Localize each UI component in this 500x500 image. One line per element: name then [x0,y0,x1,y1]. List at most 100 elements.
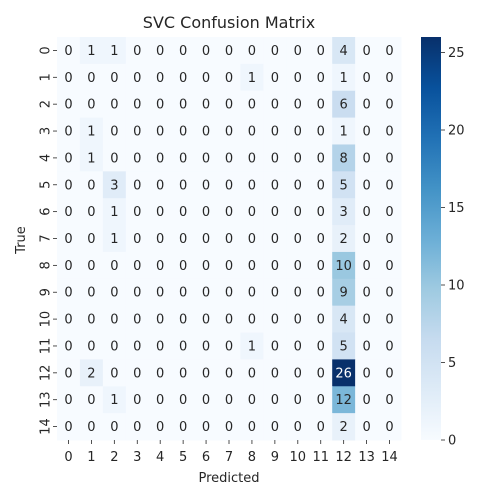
heatmap-cell [148,171,173,199]
x-tick-label: 9 [271,450,279,465]
heatmap-cell [263,37,287,65]
cell-value-label: 0 [156,205,164,220]
heatmap-cell [355,386,379,414]
heatmap-cell [217,278,241,307]
cell-value-label: 0 [317,44,325,59]
cell-value-label: 0 [271,205,279,220]
cell-value-label: 0 [385,313,393,328]
cell-value-label: 0 [385,366,393,381]
cell-value-label: 0 [87,259,95,274]
heatmap-cell [240,225,264,253]
heatmap-cell [102,171,127,199]
heatmap-cell [286,359,310,387]
heatmap-cell [355,63,379,92]
heatmap-cell [378,251,402,280]
heatmap-cell [309,386,333,414]
cell-value-label: 0 [362,339,370,354]
cell-value-label: 0 [362,259,370,274]
cell-value-label: 0 [385,232,393,247]
cell-value-label: 0 [271,366,279,381]
heatmap-cell [240,144,264,172]
y-tick-label: 4 [39,154,54,162]
cell-value-label: 0 [202,313,210,328]
heatmap-cell [217,305,241,334]
heatmap-cell [332,251,356,280]
heatmap-cell [171,278,196,307]
heatmap-cell [263,251,287,280]
cell-value-label: 0 [179,71,187,86]
heatmap-cell [332,413,356,441]
cell-value-label: 1 [248,339,256,354]
heatmap-cell [102,37,127,65]
heatmap-cell [57,63,81,92]
cell-value-label: 0 [385,151,393,166]
cell-value-label: 0 [202,339,210,354]
cell-value-label: 5 [340,178,348,193]
heatmap-cell [171,225,196,253]
heatmap-cell [240,90,264,119]
heatmap-cell [79,305,104,334]
cell-value-label: 0 [248,420,256,435]
heatmap-cell [263,225,287,253]
heatmap-cell [125,117,150,145]
heatmap-cell [171,413,196,441]
cell-value-label: 0 [202,393,210,408]
heatmap-cell [125,37,150,65]
cell-value-label: 0 [179,393,187,408]
y-tick-label: 14 [39,418,54,435]
cell-value-label: 0 [156,44,164,59]
heatmap-cell [57,305,81,334]
cell-value-label: 0 [156,420,164,435]
heatmap-cell [171,171,196,199]
heatmap-cell [286,198,310,226]
heatmap-cell [57,144,81,172]
heatmap-cell [378,386,402,414]
cell-value-label: 0 [202,178,210,193]
heatmap-cell [332,198,356,226]
heatmap-cell [355,251,379,280]
heatmap-cell [171,332,196,360]
heatmap-cell [57,90,81,119]
cell-value-label: 0 [133,71,141,86]
cell-value-label: 1 [87,151,95,166]
cell-value-label: 0 [294,151,302,166]
cell-value-label: 2 [87,366,95,381]
heatmap-cell [125,251,150,280]
heatmap-cell [286,144,310,172]
cell-value-label: 0 [179,366,187,381]
cell-value-label: 1 [340,125,348,140]
heatmap-cell [102,386,127,414]
cell-value-label: 0 [248,151,256,166]
cell-value-label: 0 [133,339,141,354]
cell-value-label: 0 [385,98,393,113]
heatmap-cell [125,359,150,387]
heatmap-cell [355,117,379,145]
cell-value-label: 0 [225,98,233,113]
colorbar-ticks: 0 5 10 15 20 25 [441,46,465,449]
y-tick-label: 1 [39,73,54,81]
cell-value-label: 0 [294,393,302,408]
cell-value-label: 0 [385,286,393,301]
cell-value-label: 0 [156,313,164,328]
y-tick-label: 11 [39,338,54,355]
cell-value-label: 1 [110,205,118,220]
cell-value-label: 0 [202,44,210,59]
cell-value-label: 0 [362,366,370,381]
y-tick-label: 10 [39,311,54,328]
heatmap-cell [57,332,81,360]
cell-value-label: 0 [271,125,279,140]
heatmap-cell [79,278,104,307]
cell-value-label: 0 [225,178,233,193]
cell-value-label: 0 [202,71,210,86]
heatmap-cell [286,63,310,92]
cell-value-label: 0 [64,366,72,381]
x-tick-label: 8 [248,450,256,465]
heatmap-cell [217,413,241,441]
cell-value-label: 0 [225,420,233,435]
heatmap-cell [57,171,81,199]
heatmap-cell [194,117,219,145]
heatmap-cell [240,37,264,65]
cell-value-label: 0 [362,420,370,435]
heatmap-cell [332,117,356,145]
heatmap-cell [171,251,196,280]
